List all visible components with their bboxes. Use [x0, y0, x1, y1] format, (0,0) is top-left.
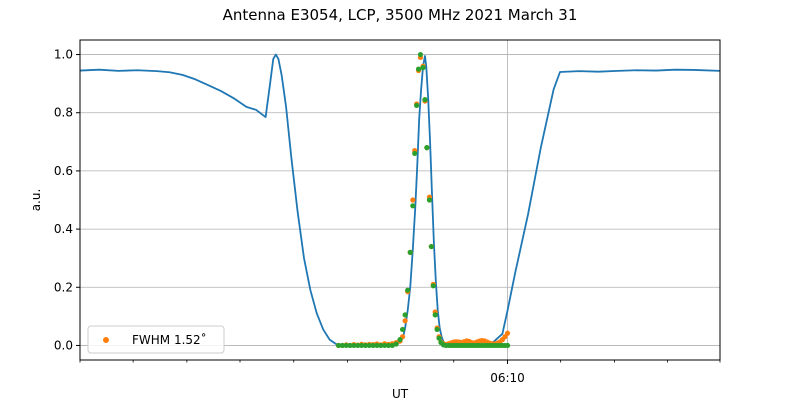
green-point [426, 197, 433, 203]
y-tick-label: 0.0 [54, 338, 73, 352]
green-point [335, 342, 342, 349]
green-point [351, 342, 357, 349]
green-point [415, 66, 422, 72]
plot-area [79, 51, 721, 349]
fwhm-point [410, 197, 416, 203]
fwhm-point [504, 330, 511, 336]
green-point [402, 312, 408, 318]
y-tick-label: 0.8 [54, 106, 73, 120]
green-point [417, 51, 424, 58]
y-tick-label: 1.0 [54, 48, 73, 62]
x-axis: 06:10 [79, 360, 721, 385]
y-tick-label: 0.6 [54, 164, 73, 178]
green-point [420, 65, 426, 71]
green-point [410, 203, 416, 209]
green-point [412, 150, 418, 157]
green-point [428, 243, 434, 250]
y-tick-label: 0.4 [54, 222, 73, 236]
green-point [378, 342, 384, 349]
green-point [504, 342, 511, 349]
legend-label-fwhm: FWHM 1.52˚ [132, 332, 207, 347]
legend: FWHM 1.52˚ [87, 325, 225, 354]
green-point [355, 342, 361, 349]
green-point [370, 342, 376, 349]
green-point [430, 283, 436, 289]
series-line [79, 53, 721, 347]
green-point [359, 342, 365, 349]
green-point [405, 287, 411, 293]
green-point [422, 97, 428, 103]
green-point [339, 342, 345, 349]
legend-box [87, 325, 225, 354]
y-tick-label: 0.2 [54, 280, 73, 294]
y-axis-label: a.u. [29, 189, 43, 212]
x-axis-label: UT [392, 387, 409, 400]
axes-frame [79, 39, 721, 361]
green-point [432, 312, 438, 318]
green-point [362, 342, 369, 349]
green-point [436, 335, 442, 341]
fwhm-point [402, 318, 408, 324]
green-point [434, 326, 440, 333]
green-point [399, 326, 406, 333]
green-point [414, 102, 420, 109]
green-point [374, 342, 380, 349]
green-point [343, 342, 349, 349]
green-point [397, 337, 403, 343]
green-point [347, 342, 353, 349]
x-tick-label: 06:10 [490, 371, 525, 385]
y-axis: 0.0 0.2 0.4 0.6 0.8 1.0 [54, 48, 80, 352]
legend-marker-fwhm [103, 337, 109, 343]
green-point [385, 342, 392, 349]
green-point [407, 249, 413, 255]
chart-title: Antenna E3054, LCP, 3500 MHz 2021 March … [223, 6, 578, 24]
green-point [424, 145, 430, 151]
green-point [382, 342, 388, 349]
green-point [366, 342, 372, 349]
green-point [393, 341, 399, 347]
